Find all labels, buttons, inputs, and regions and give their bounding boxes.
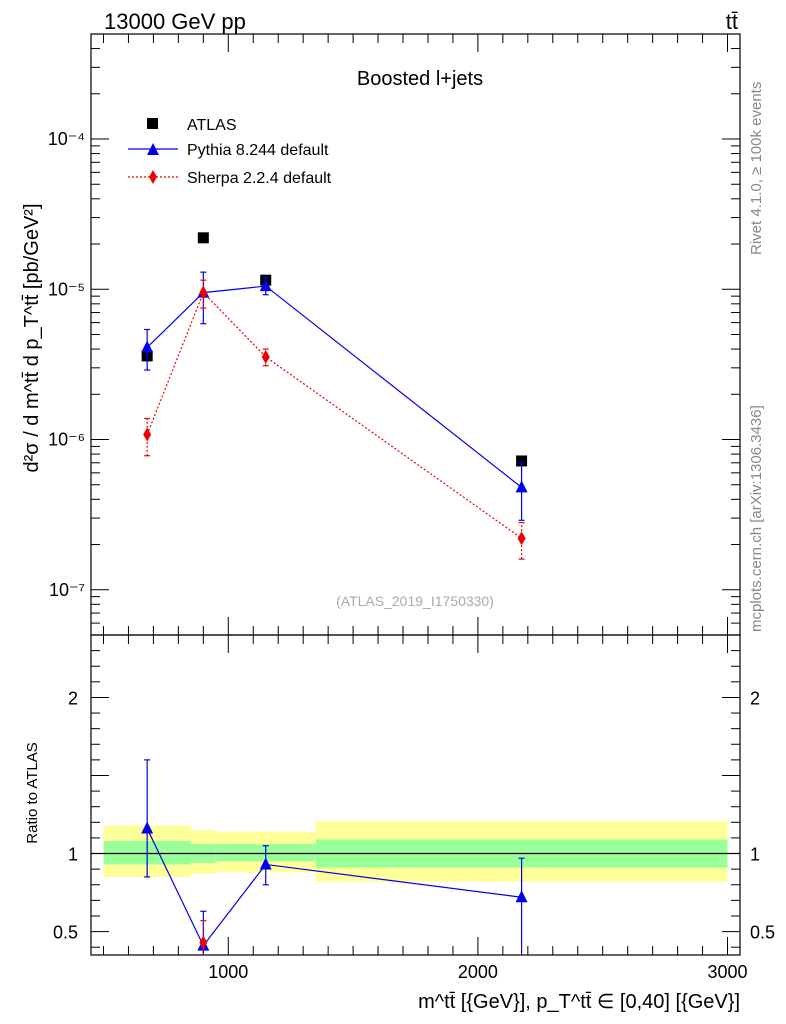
analysis-watermark: (ATLAS_2019_I1750330)	[336, 593, 494, 609]
ratio-x-tick-label: 1000	[208, 962, 248, 982]
pythia-series-line	[146, 285, 522, 488]
axis-ticks	[91, 33, 740, 955]
sherpa-marker	[199, 285, 208, 300]
ratio-y-tick-label-right: 0.5	[750, 923, 775, 943]
atlas-marker	[516, 455, 528, 467]
pythia-marker	[515, 480, 528, 493]
legend-marker-sherpa	[149, 170, 157, 184]
legend-label-pythia: Pythia 8.244 default	[187, 142, 329, 159]
legend: ATLAS Pythia 8.244 default Sherpa 2.2.4 …	[128, 117, 332, 187]
ratio-y-tick-label-right: 2	[750, 688, 760, 708]
main-y-tick-label: 10⁻⁵	[48, 279, 85, 299]
ratio-y-axis-title: Ratio to ATLAS	[24, 742, 41, 843]
legend-label-sherpa: Sherpa 2.2.4 default	[187, 170, 332, 187]
main-y-tick-label: 10⁻⁴	[48, 129, 85, 149]
pythia-series-line	[146, 828, 522, 947]
pythia-marker	[515, 890, 528, 903]
ratio-y-tick-label-left: 2	[68, 688, 78, 708]
sherpa-marker	[199, 935, 208, 950]
sherpa-marker	[261, 349, 270, 364]
pythia-marker	[259, 857, 272, 870]
pythia-marker	[141, 340, 154, 353]
chart-title: Boosted l+jets	[357, 68, 483, 90]
legend-marker-atlas	[147, 118, 158, 129]
atlas-marker	[197, 232, 209, 244]
sherpa-marker	[517, 531, 526, 546]
pythia-marker	[141, 821, 154, 834]
ratio-series-group	[141, 759, 528, 955]
mcplots-label: mcplots.cern.ch [arXiv:1306.3436]	[748, 405, 765, 632]
ratio-y-tick-label-right: 1	[750, 845, 760, 865]
main-y-axis-title: d²σ / d m^tt̄ d p_T^tt̄ [pb/GeV²]	[21, 204, 43, 473]
ratio-x-tick-label: 2000	[458, 962, 498, 982]
main-y-tick-label: 10⁻⁷	[49, 580, 85, 600]
main-y-tick-label: 10⁻⁶	[48, 430, 85, 450]
header-energy-label: 13000 GeV pp	[104, 9, 246, 34]
main-series-group	[141, 232, 528, 560]
ratio-uncertainty-bands	[103, 820, 728, 882]
sherpa-marker	[143, 427, 152, 442]
legend-marker-pythia	[147, 143, 159, 155]
ratio-y-tick-label-left: 0.5	[53, 923, 78, 943]
ratio-frame	[90, 634, 741, 956]
x-axis-title: m^tt̄ [{GeV}], p_T^tt̄ ∈ [0,40] [{GeV}]	[418, 991, 740, 1013]
legend-label-atlas: ATLAS	[187, 117, 237, 134]
ratio-x-tick-label: 3000	[707, 962, 747, 982]
ratio-y-tick-label-left: 1	[68, 845, 78, 865]
header-process-label: tt̄	[726, 9, 738, 34]
rivet-label: Rivet 4.1.0, ≥ 100k events	[748, 82, 765, 255]
pythia-marker	[259, 279, 272, 292]
sherpa-series-line	[146, 291, 522, 539]
